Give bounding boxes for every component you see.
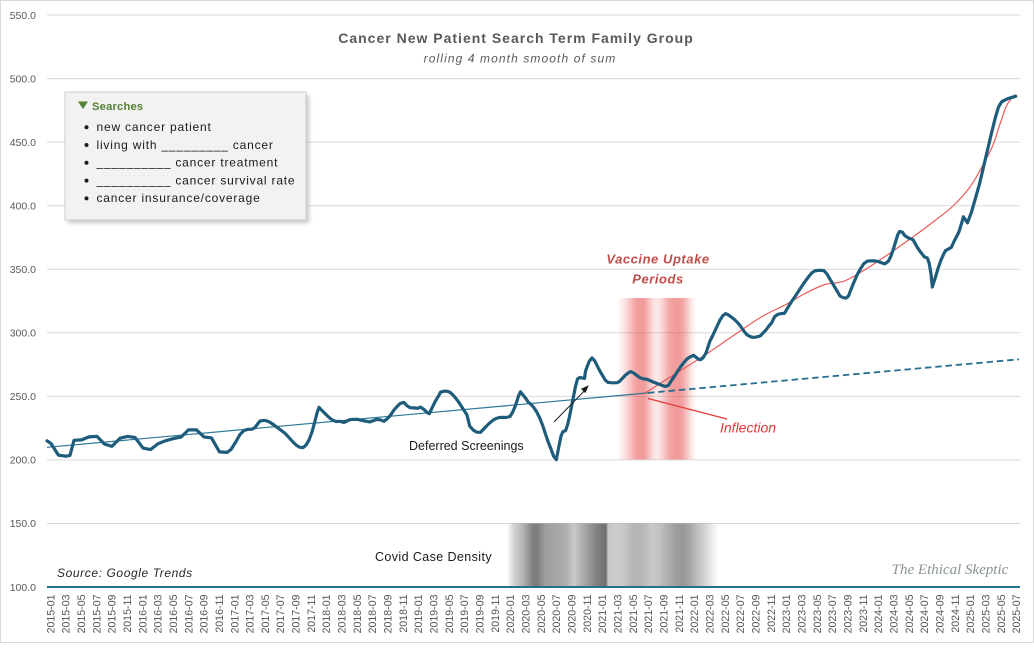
svg-text:2024-05: 2024-05 <box>904 594 916 633</box>
svg-text:2017-03: 2017-03 <box>245 594 257 633</box>
svg-text:2015-05: 2015-05 <box>76 594 88 633</box>
svg-text:300.0: 300.0 <box>10 328 36 340</box>
svg-text:2015-11: 2015-11 <box>122 594 134 632</box>
svg-text:2022-07: 2022-07 <box>735 594 747 633</box>
svg-text:500.0: 500.0 <box>10 73 36 85</box>
svg-text:2025-07: 2025-07 <box>1011 594 1023 633</box>
svg-text:2015-07: 2015-07 <box>91 594 103 633</box>
svg-text:200.0: 200.0 <box>10 455 36 467</box>
svg-text:2022-01: 2022-01 <box>689 594 701 633</box>
svg-text:100.0: 100.0 <box>10 582 36 594</box>
svg-text:2016-05: 2016-05 <box>168 594 180 633</box>
svg-text:Vaccine Uptake: Vaccine Uptake <box>606 252 709 267</box>
svg-text:2024-11: 2024-11 <box>950 594 962 632</box>
svg-text:2019-09: 2019-09 <box>475 594 487 633</box>
svg-text:Periods: Periods <box>632 272 684 287</box>
svg-text:2017-09: 2017-09 <box>291 594 303 633</box>
svg-text:2016-07: 2016-07 <box>183 594 195 633</box>
svg-text:2015-03: 2015-03 <box>61 594 73 633</box>
svg-text:2017-07: 2017-07 <box>275 594 287 633</box>
svg-text:2025-01: 2025-01 <box>965 594 977 633</box>
svg-text:2023-09: 2023-09 <box>843 594 855 633</box>
svg-text:__________ cancer treatment: __________ cancer treatment <box>96 156 279 170</box>
svg-text:550.0: 550.0 <box>10 10 36 22</box>
svg-text:2022-09: 2022-09 <box>751 594 763 633</box>
svg-text:new cancer patient: new cancer patient <box>97 120 212 134</box>
svg-text:2023-01: 2023-01 <box>781 594 793 633</box>
svg-text:The Ethical Skeptic: The Ethical Skeptic <box>892 562 1009 578</box>
svg-text:2016-03: 2016-03 <box>153 594 165 633</box>
svg-text:Searches: Searches <box>92 101 143 113</box>
svg-text:2018-05: 2018-05 <box>352 594 364 633</box>
svg-text:2017-11: 2017-11 <box>306 594 318 632</box>
svg-text:Covid Case Density: Covid Case Density <box>375 550 492 564</box>
svg-text:2018-09: 2018-09 <box>383 594 395 633</box>
svg-text:Source: Google Trends: Source: Google Trends <box>57 566 193 580</box>
svg-text:2023-11: 2023-11 <box>858 594 870 632</box>
svg-text:2021-07: 2021-07 <box>643 594 655 633</box>
svg-text:2019-05: 2019-05 <box>444 594 456 633</box>
svg-text:2015-01: 2015-01 <box>45 594 57 633</box>
svg-text:450.0: 450.0 <box>10 137 36 149</box>
svg-text:2021-05: 2021-05 <box>628 594 640 633</box>
svg-text:rolling 4 month smooth of sum: rolling 4 month smooth of sum <box>424 52 617 66</box>
svg-text:2023-03: 2023-03 <box>797 594 809 633</box>
svg-text:2018-07: 2018-07 <box>367 594 379 633</box>
svg-text:2019-01: 2019-01 <box>413 594 425 633</box>
svg-text:2022-11: 2022-11 <box>766 594 778 632</box>
svg-text:2022-03: 2022-03 <box>705 594 717 633</box>
svg-text:2024-07: 2024-07 <box>919 594 931 633</box>
svg-text:2016-01: 2016-01 <box>137 594 149 633</box>
svg-text:2019-03: 2019-03 <box>429 594 441 633</box>
svg-text:2019-07: 2019-07 <box>459 594 471 633</box>
svg-text:150.0: 150.0 <box>10 518 36 530</box>
svg-text:2017-05: 2017-05 <box>260 594 272 633</box>
svg-text:2017-01: 2017-01 <box>229 594 241 633</box>
svg-text:2018-03: 2018-03 <box>337 594 349 633</box>
svg-text:2015-09: 2015-09 <box>107 594 119 633</box>
svg-text:2016-11: 2016-11 <box>214 594 226 632</box>
svg-text:2020-05: 2020-05 <box>536 594 548 633</box>
svg-text:350.0: 350.0 <box>10 264 36 276</box>
svg-text:2025-03: 2025-03 <box>980 594 992 633</box>
svg-text:__________ cancer survival rat: __________ cancer survival rate <box>96 173 296 187</box>
svg-text:2025-05: 2025-05 <box>996 594 1008 633</box>
svg-text:2020-03: 2020-03 <box>521 594 533 633</box>
svg-text:2016-09: 2016-09 <box>199 594 211 633</box>
svg-text:2022-05: 2022-05 <box>720 594 732 633</box>
svg-text:2024-09: 2024-09 <box>934 594 946 633</box>
svg-text:400.0: 400.0 <box>10 201 36 213</box>
svg-text:Inflection: Inflection <box>720 420 776 436</box>
svg-text:2019-11: 2019-11 <box>490 594 502 632</box>
svg-text:2021-09: 2021-09 <box>659 594 671 633</box>
svg-text:living with _________ cancer: living with _________ cancer <box>97 138 274 152</box>
svg-text:2018-01: 2018-01 <box>321 594 333 633</box>
svg-text:Deferred Screenings: Deferred Screenings <box>409 439 524 453</box>
svg-text:2020-07: 2020-07 <box>551 594 563 633</box>
svg-text:2018-11: 2018-11 <box>398 594 410 632</box>
svg-text:2023-05: 2023-05 <box>812 594 824 633</box>
svg-text:2023-07: 2023-07 <box>827 594 839 633</box>
svg-text:2024-03: 2024-03 <box>888 594 900 633</box>
svg-text:2020-09: 2020-09 <box>567 594 579 633</box>
svg-text:2020-11: 2020-11 <box>582 594 594 632</box>
svg-text:2021-03: 2021-03 <box>613 594 625 633</box>
svg-text:2020-01: 2020-01 <box>505 594 517 633</box>
svg-text:2024-01: 2024-01 <box>873 594 885 633</box>
svg-text:250.0: 250.0 <box>10 391 36 403</box>
svg-text:2021-11: 2021-11 <box>674 594 686 632</box>
svg-text:2021-01: 2021-01 <box>597 594 609 633</box>
svg-text:cancer insurance/coverage: cancer insurance/coverage <box>97 191 261 205</box>
svg-text:Cancer New Patient Search Term: Cancer New Patient Search Term Family Gr… <box>338 30 694 46</box>
